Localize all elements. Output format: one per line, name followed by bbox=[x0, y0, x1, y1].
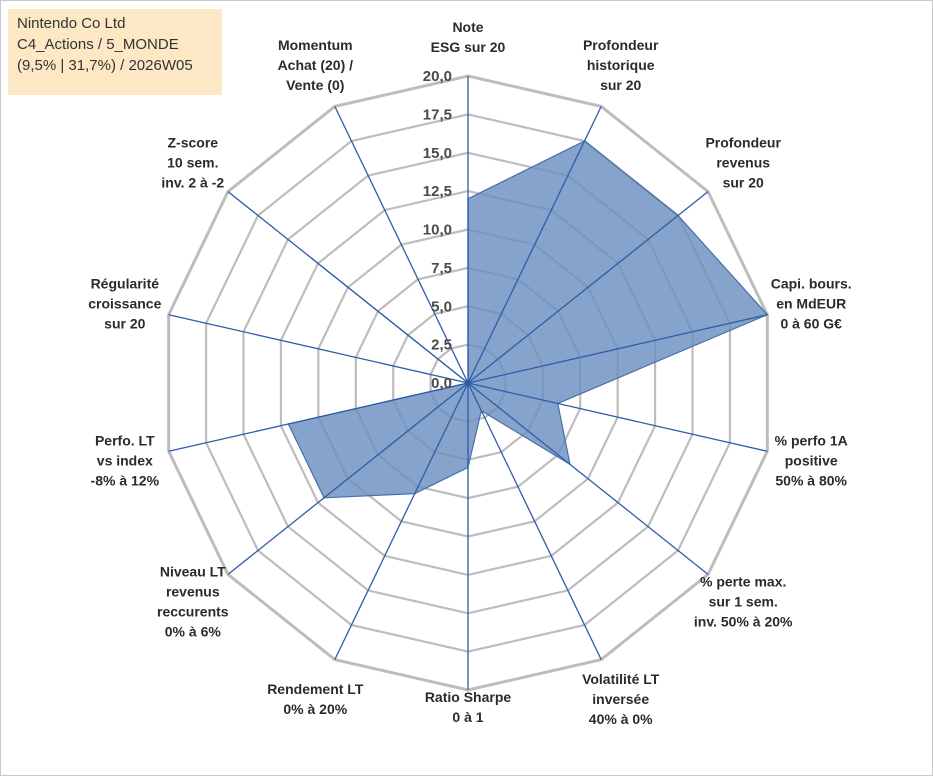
axis-label: Capi. bours. en MdEUR 0 à 60 G€ bbox=[771, 276, 852, 332]
axis-spoke bbox=[227, 382, 469, 575]
axis-label: Z-score 10 sem. inv. 2 à -2 bbox=[161, 135, 224, 191]
axis-label-line: inv. 2 à -2 bbox=[161, 175, 224, 191]
axis-spoke bbox=[467, 382, 709, 575]
axis-label-line: 10 sem. bbox=[167, 155, 218, 171]
axis-label-line: 40% à 0% bbox=[589, 711, 653, 727]
axis-label-line: ESG sur 20 bbox=[431, 39, 506, 55]
axis-label-line: en MdEUR bbox=[776, 296, 846, 312]
axis-label-line: 50% à 80% bbox=[775, 472, 847, 488]
axis-label-line: revenus bbox=[716, 155, 770, 171]
axis-label-line: Achat (20) / bbox=[278, 57, 354, 73]
axis-label-line: Vente (0) bbox=[286, 77, 344, 93]
axis-spoke bbox=[334, 382, 469, 660]
axis-spoke bbox=[227, 191, 469, 384]
axis-label-line: Note bbox=[452, 19, 483, 35]
axis-label-line: Profondeur bbox=[583, 37, 659, 53]
tick-label: 12,5 bbox=[423, 183, 452, 200]
axis-label-line: 0% à 6% bbox=[165, 624, 222, 640]
axis-label: Momentum Achat (20) / Vente (0) bbox=[278, 37, 354, 93]
performance-period: (9,5% | 31,7%) / 2026W05 bbox=[17, 57, 193, 74]
axis-spoke bbox=[467, 382, 602, 660]
axis-label-line: Perfo. LT bbox=[95, 432, 155, 448]
axis-label-line: historique bbox=[587, 57, 655, 73]
axis-label-line: inv. 50% à 20% bbox=[694, 614, 793, 630]
axis-label: Profondeur revenus sur 20 bbox=[705, 135, 781, 191]
radar-tick-labels: 0,0 2,5 5,0 7,5 10,0 12,5 15,0 17,5 20,0 bbox=[423, 68, 452, 392]
tick-label: 17,5 bbox=[423, 106, 452, 123]
axis-label: Profondeur historique sur 20 bbox=[583, 37, 659, 93]
radar-series-area bbox=[287, 140, 769, 499]
axis-label-line: Rendement LT bbox=[267, 681, 364, 697]
axis-label: % perte max. sur 1 sem. inv. 50% à 20% bbox=[694, 574, 793, 630]
axis-label-line: Ratio Sharpe bbox=[425, 689, 512, 705]
axis-label-line: positive bbox=[785, 452, 838, 468]
axis-label: Niveau LT revenus reccurents 0% à 6% bbox=[157, 564, 229, 640]
tick-label: 10,0 bbox=[423, 222, 452, 239]
axis-label-line: 0 à 60 G€ bbox=[780, 316, 842, 332]
radar-axis-labels: Note ESG sur 20 Profondeur historique sur 20… bbox=[88, 19, 851, 727]
axis-label-line: Z-score bbox=[168, 135, 219, 151]
axis-label: Régularité croissance sur 20 bbox=[88, 276, 161, 332]
axis-label-line: Momentum bbox=[278, 37, 353, 53]
portfolio-category: C4_Actions / 5_MONDE bbox=[17, 36, 179, 53]
chart-title-box: Nintendo Co Ltd C4_Actions / 5_MONDE (9,… bbox=[8, 9, 222, 95]
axis-spoke bbox=[334, 106, 469, 384]
axis-label-line: Niveau LT bbox=[160, 564, 226, 580]
axis-label: Note ESG sur 20 bbox=[431, 19, 506, 55]
axis-spoke bbox=[467, 191, 709, 384]
axis-label-line: sur 20 bbox=[600, 77, 641, 93]
tick-label: 5,0 bbox=[431, 298, 452, 315]
axis-label-line: 0 à 1 bbox=[452, 709, 483, 725]
axis-label-line: Volatilité LT bbox=[582, 671, 660, 687]
axis-label-line: 0% à 20% bbox=[283, 701, 347, 717]
axis-label: % perfo 1A positive 50% à 80% bbox=[775, 432, 848, 488]
axis-spoke bbox=[168, 382, 469, 452]
axis-label-line: croissance bbox=[88, 296, 161, 312]
axis-label-line: -8% à 12% bbox=[91, 472, 160, 488]
axis-spoke bbox=[467, 106, 602, 384]
axis-spoke bbox=[168, 314, 469, 384]
tick-label: 20,0 bbox=[423, 68, 452, 85]
axis-spoke bbox=[467, 382, 768, 452]
axis-label-line: revenus bbox=[166, 584, 220, 600]
tick-label: 2,5 bbox=[431, 337, 452, 354]
axis-label-line: Régularité bbox=[91, 276, 160, 292]
tick-label: 0,0 bbox=[431, 375, 452, 392]
axis-label-line: % perte max. bbox=[700, 574, 786, 590]
tick-label: 15,0 bbox=[423, 145, 452, 162]
axis-label: Rendement LT 0% à 20% bbox=[267, 681, 364, 717]
axis-label-line: reccurents bbox=[157, 604, 229, 620]
company-name: Nintendo Co Ltd bbox=[17, 15, 126, 32]
axis-label-line: sur 20 bbox=[104, 316, 145, 332]
tick-label: 7,5 bbox=[431, 260, 452, 277]
axis-spoke bbox=[467, 314, 768, 384]
axis-label: Perfo. LT vs index -8% à 12% bbox=[91, 432, 160, 488]
radar-spokes bbox=[168, 76, 768, 690]
axis-label-line: sur 1 sem. bbox=[709, 594, 778, 610]
axis-label-line: % perfo 1A bbox=[775, 432, 848, 448]
axis-label: Volatilité LT inversée 40% à 0% bbox=[582, 671, 660, 727]
axis-label-line: Capi. bours. bbox=[771, 276, 852, 292]
axis-label: Ratio Sharpe 0 à 1 bbox=[425, 689, 512, 725]
axis-label-line: inversée bbox=[592, 691, 649, 707]
axis-label-line: vs index bbox=[97, 452, 153, 468]
axis-label-line: Profondeur bbox=[705, 135, 781, 151]
series-area bbox=[287, 140, 769, 499]
axis-label-line: sur 20 bbox=[723, 175, 764, 191]
